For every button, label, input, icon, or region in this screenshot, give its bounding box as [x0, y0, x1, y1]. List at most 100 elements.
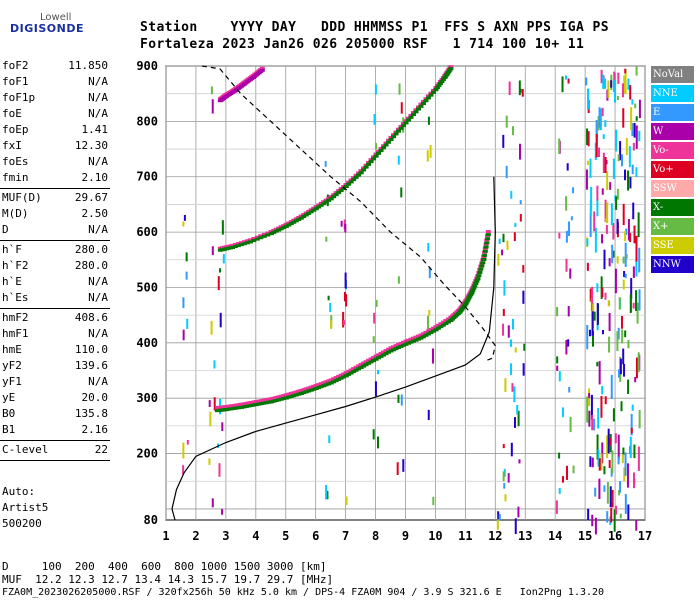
noise-mark	[400, 102, 403, 114]
noise-mark	[620, 401, 623, 412]
noise-mark	[607, 300, 610, 307]
noise-mark	[556, 306, 559, 317]
noise-mark	[183, 214, 186, 221]
second-hop-echo-mark	[311, 208, 317, 212]
noise-mark	[589, 158, 592, 178]
noise-mark	[517, 410, 520, 427]
noise-mark	[632, 266, 635, 278]
model-profile-line	[201, 65, 496, 362]
noise-mark	[612, 158, 615, 179]
param-label: foF1	[2, 75, 29, 88]
ordinary-echo-mark	[445, 320, 451, 324]
noise-mark	[182, 329, 185, 341]
noise-mark	[586, 128, 589, 146]
x-tick-label: 7	[342, 529, 349, 543]
noise-mark	[345, 294, 348, 307]
ordinary-echo-mark	[435, 326, 441, 330]
second-hop-echo-mark	[440, 77, 446, 81]
second-hop-echo-mark	[430, 90, 436, 94]
noise-mark	[635, 260, 638, 277]
noise-mark	[620, 315, 623, 329]
noise-mark	[503, 482, 506, 489]
noise-mark	[558, 452, 561, 459]
noise-mark	[374, 84, 377, 95]
noise-mark	[182, 221, 185, 227]
noise-mark	[342, 311, 345, 328]
noise-mark	[601, 442, 604, 464]
second-hop-echo-mark	[403, 121, 409, 125]
ordinary-echo-mark	[473, 282, 479, 286]
noise-mark	[324, 161, 327, 167]
second-hop-echo-mark	[373, 154, 379, 158]
noise-mark	[511, 318, 514, 330]
noise-mark	[211, 498, 214, 508]
ordinary-echo-mark	[476, 274, 482, 278]
noise-mark	[506, 240, 509, 250]
noise-mark	[591, 514, 594, 527]
second-hop-echo-mark	[420, 101, 426, 105]
ordinary-echo-mark	[438, 325, 444, 329]
noise-mark	[601, 329, 604, 335]
ionogram-chart: 1 2 3 4 5 6 7 8 9 10 11 12 13 14 15 16 17802003004005006…	[136, 59, 652, 543]
noise-mark	[624, 330, 627, 338]
param-label: h`F	[2, 243, 22, 256]
noise-mark	[617, 327, 620, 340]
noise-mark	[594, 517, 597, 535]
noise-mark	[597, 407, 600, 429]
noise-mark	[625, 228, 628, 235]
noise-mark	[624, 68, 627, 74]
second-hop-echo-mark	[398, 126, 404, 130]
param-value: N/A	[88, 155, 108, 168]
noise-mark	[626, 463, 629, 488]
noise-mark	[397, 155, 400, 165]
legend-item-nne: NNE	[651, 85, 694, 102]
noise-mark	[627, 379, 630, 394]
noise-mark	[504, 378, 507, 392]
param-value: 280.0	[74, 243, 108, 256]
noise-mark	[521, 89, 524, 97]
second-hop-echo-mark	[261, 232, 267, 236]
second-hop-echo-mark	[371, 157, 377, 161]
third-hop-echo-mark	[259, 68, 265, 72]
noise-mark	[624, 273, 627, 279]
ordinary-echo-mark	[469, 291, 475, 295]
second-hop-echo-mark	[265, 233, 271, 237]
param-value: N/A	[88, 75, 108, 88]
noise-mark	[600, 453, 603, 471]
second-hop-echo-mark	[254, 235, 260, 239]
noise-mark	[616, 218, 619, 234]
param-label: foEs	[2, 155, 29, 168]
noise-mark	[603, 249, 606, 270]
second-hop-echo-mark	[235, 244, 241, 248]
second-hop-echo-mark	[376, 151, 382, 155]
noise-mark	[325, 484, 328, 500]
noise-mark	[210, 86, 213, 95]
param-label: foE	[2, 107, 22, 120]
noise-mark	[518, 80, 521, 96]
noise-mark	[619, 141, 622, 161]
noise-mark	[569, 268, 572, 279]
second-hop-echo-mark	[336, 191, 342, 195]
param-label: h`E	[2, 275, 22, 288]
noise-mark	[624, 452, 627, 476]
noise-mark	[519, 200, 522, 205]
noise-mark	[598, 107, 601, 128]
noise-mark	[182, 442, 185, 459]
noise-mark	[591, 311, 594, 336]
noise-mark	[375, 143, 378, 150]
noise-mark	[185, 252, 188, 262]
param-value: 110.0	[74, 343, 108, 356]
param-value: 408.6	[74, 311, 108, 324]
ordinary-echo-mark	[463, 302, 469, 306]
noise-mark	[619, 358, 622, 375]
noise-mark	[606, 435, 609, 459]
param-label: yE	[2, 391, 16, 404]
noise-mark	[628, 146, 631, 168]
second-hop-echo-mark	[313, 207, 319, 211]
noise-mark	[522, 363, 525, 376]
second-hop-echo-mark	[258, 236, 264, 240]
noise-mark	[427, 409, 430, 421]
noise-mark	[629, 85, 632, 100]
noise-mark	[615, 505, 618, 515]
second-hop-echo-mark	[361, 168, 367, 172]
